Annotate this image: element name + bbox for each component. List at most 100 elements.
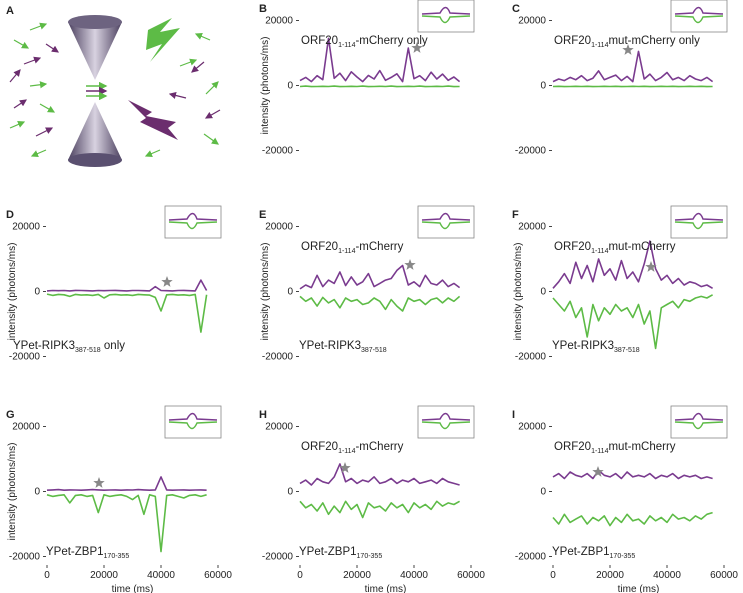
event-star xyxy=(645,261,657,272)
label-main: YPet-RIPK3 xyxy=(13,340,75,352)
x-tick-label: 60000 xyxy=(457,570,485,581)
inset-trace xyxy=(421,15,471,24)
x-axis-label: time (ms) xyxy=(618,584,660,593)
panel-letter: D xyxy=(6,209,14,221)
y-tick-label: 20000 xyxy=(12,222,40,233)
y-tick-label: -20000 xyxy=(515,552,547,563)
y-tick-label: 0 xyxy=(540,81,546,92)
label-subscript: 1-114 xyxy=(591,448,608,455)
y-tick-label: -20000 xyxy=(515,352,547,363)
inset-trace xyxy=(168,212,218,221)
trace-line xyxy=(552,511,713,527)
label-subscript: 170-355 xyxy=(357,553,383,560)
label-rest: mut-mCherry xyxy=(608,241,675,253)
x-tick-label: 60000 xyxy=(204,570,232,581)
trace-label: ORF201-114mut-mCherry xyxy=(554,441,676,455)
y-tick-label: 0 xyxy=(287,487,293,498)
trace-line xyxy=(552,240,714,289)
inset-trace xyxy=(674,221,724,230)
y-tick-label: -20000 xyxy=(262,146,294,157)
inset-trace xyxy=(421,6,471,15)
inset-trace xyxy=(421,412,471,421)
label-rest: -mCherry only xyxy=(355,35,427,47)
panel-letter: G xyxy=(6,409,15,421)
label-main: YPet-ZBP1 xyxy=(299,546,357,558)
y-axis-label: intensity (photons/ms) xyxy=(260,37,271,135)
y-tick-label: 0 xyxy=(34,487,40,498)
trace-label: ORF201-114-mCherry xyxy=(301,441,404,455)
x-tick-label: 40000 xyxy=(147,570,175,581)
trace-line xyxy=(299,500,460,519)
x-tick-label: 0 xyxy=(550,570,556,581)
label-subscript: 387-518 xyxy=(75,347,101,354)
trace-label: ORF201-114-mCherry only xyxy=(301,35,428,49)
y-tick-label: 0 xyxy=(540,287,546,298)
trace-label: YPet-ZBP1170-355 xyxy=(46,546,129,560)
label-rest: mut-mCherry xyxy=(608,441,675,453)
y-tick-label: 20000 xyxy=(12,422,40,433)
y-tick-label: 20000 xyxy=(265,422,293,433)
y-tick-label: 0 xyxy=(287,287,293,298)
y-tick-label: -20000 xyxy=(515,146,547,157)
x-tick-label: 20000 xyxy=(90,570,118,581)
y-axis-label: intensity (photons/ms) xyxy=(260,243,271,341)
panel-letter: I xyxy=(512,409,515,421)
label-main: ORF20 xyxy=(301,241,338,253)
trace-label: ORF201-114mut-mCherry only xyxy=(554,35,700,49)
y-axis-label: intensity (photons/ms) xyxy=(513,243,524,341)
event-star xyxy=(404,259,416,270)
trace-line xyxy=(552,469,713,480)
trace-label: YPet-RIPK3387-518 xyxy=(552,340,640,354)
inset-trace xyxy=(168,412,218,421)
y-tick-label: 0 xyxy=(34,287,40,298)
trace-line xyxy=(299,295,461,312)
trace-line xyxy=(552,294,713,350)
event-star xyxy=(592,466,604,477)
trace-line xyxy=(299,463,460,486)
trace-label: ORF201-114mut-mCherry xyxy=(554,241,676,255)
focus-arrows xyxy=(86,81,108,101)
trace-line xyxy=(46,476,207,491)
y-tick-label: -20000 xyxy=(9,552,41,563)
label-main: ORF20 xyxy=(554,441,591,453)
inset-trace xyxy=(421,421,471,430)
x-tick-label: 0 xyxy=(297,570,303,581)
label-subscript: 387-518 xyxy=(614,347,640,354)
inset-trace xyxy=(421,221,471,230)
x-tick-label: 0 xyxy=(44,570,50,581)
y-tick-label: 20000 xyxy=(265,16,293,27)
x-tick-label: 20000 xyxy=(343,570,371,581)
y-tick-label: 20000 xyxy=(518,422,546,433)
event-star xyxy=(161,276,173,287)
label-rest: only xyxy=(101,340,126,352)
y-tick-label: 0 xyxy=(540,487,546,498)
x-tick-label: 40000 xyxy=(653,570,681,581)
trace-label: YPet-ZBP1170-355 xyxy=(552,546,635,560)
trace-label: YPet-RIPK3387-518 only xyxy=(13,340,125,354)
label-main: YPet-RIPK3 xyxy=(299,340,361,352)
y-axis-label: intensity (photons/ms) xyxy=(7,243,18,341)
inset-trace xyxy=(421,212,471,221)
inset-trace xyxy=(168,221,218,230)
x-tick-label: 60000 xyxy=(710,570,738,581)
label-main: YPet-ZBP1 xyxy=(46,546,104,558)
label-main: YPet-RIPK3 xyxy=(552,340,614,352)
label-main: ORF20 xyxy=(301,35,338,47)
cone-bottom xyxy=(68,153,122,167)
inset-trace xyxy=(674,421,724,430)
x-axis-label: time (ms) xyxy=(112,584,154,593)
label-subscript: 170-355 xyxy=(104,553,130,560)
fluorescence-green xyxy=(146,18,180,62)
trace-label: YPet-ZBP1170-355 xyxy=(299,546,382,560)
panel-letter: A xyxy=(6,5,14,17)
trace-label: ORF201-114-mCherry xyxy=(301,241,404,255)
objective-cone xyxy=(68,102,122,160)
event-star xyxy=(411,42,423,53)
trace-line xyxy=(299,264,461,290)
panel-letter: E xyxy=(259,209,266,221)
y-tick-label: -20000 xyxy=(262,352,294,363)
trace-line xyxy=(46,293,208,333)
x-tick-label: 20000 xyxy=(596,570,624,581)
